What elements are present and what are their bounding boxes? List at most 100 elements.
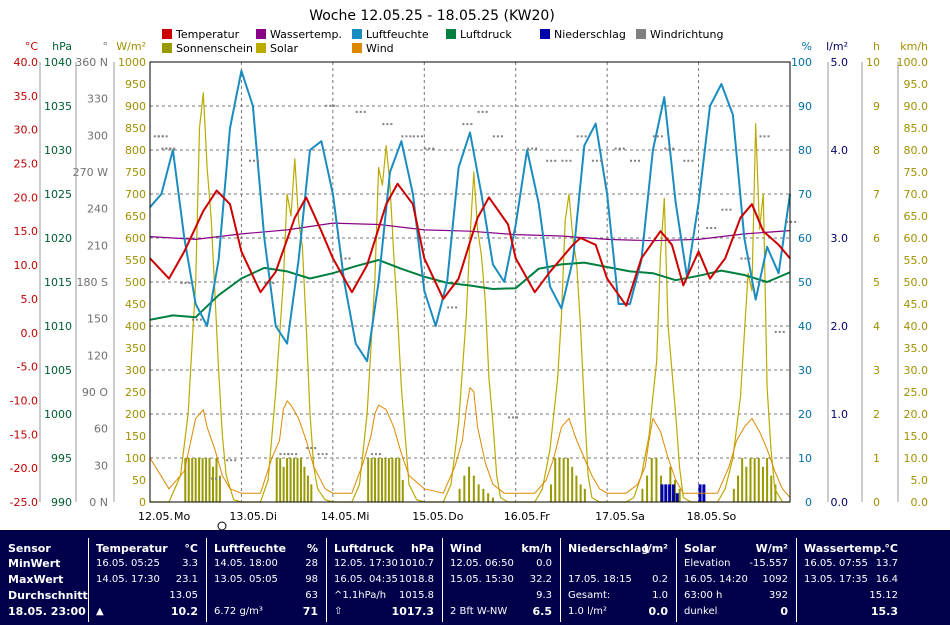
legend-swatch: [540, 29, 550, 39]
left-axis-3-tick: 50: [132, 474, 146, 487]
rain-bar: [660, 484, 664, 502]
left-axis-0-tick: 30.0: [14, 124, 39, 137]
table-unit: km/h: [521, 542, 552, 555]
wind-dir-dot: [161, 147, 164, 150]
left-axis-3-tick: 300: [125, 364, 146, 377]
left-axis-2-tick: 360 N: [75, 56, 108, 69]
table-unit: l/m²: [643, 542, 668, 555]
wind-dir-dot: [546, 159, 549, 162]
left-axis-2-tick: 30: [94, 459, 108, 472]
left-axis-3-tick: 700: [125, 188, 146, 201]
sunshine-bar: [741, 458, 744, 502]
table-cell-value: 63: [305, 590, 318, 601]
left-axis-0-unit: °C: [25, 40, 39, 53]
right-axis-1-tick: 4.0: [831, 144, 849, 157]
wind-dir-dot: [157, 135, 160, 138]
left-axis-3-tick: 350: [125, 342, 146, 355]
sunshine-bar: [732, 488, 735, 502]
right-axis-0-tick: 90: [798, 100, 812, 113]
sunshine-bar: [583, 488, 586, 502]
right-axis-0-tick: 100: [791, 56, 812, 69]
table-cell-value: 392: [768, 590, 788, 601]
right-axis-2-tick: 4: [873, 320, 880, 333]
wind-dir-dot: [550, 159, 553, 162]
table-cell-value: 1018.8: [399, 574, 434, 585]
table-cell-label: Elevation: [684, 558, 731, 569]
x-label-day: So: [723, 510, 737, 523]
left-axis-3-tick: 600: [125, 232, 146, 245]
right-axis-0-tick: 40: [798, 320, 812, 333]
right-axis-2-tick: 0: [873, 496, 880, 509]
wind-dir-dot: [268, 282, 271, 284]
wind-dir-dot: [656, 135, 659, 138]
left-axis-1-tick: 1000: [44, 408, 72, 421]
wind-dir-dot: [291, 453, 294, 456]
sunshine-bar: [194, 458, 197, 502]
wind-dir-dot: [340, 257, 343, 260]
wind-dir-dot: [374, 453, 377, 456]
table-cell-value: 15.12: [869, 590, 898, 601]
sunshine-bar: [650, 458, 653, 502]
wind-dir-dot: [763, 135, 766, 138]
table-unit: °C: [884, 542, 898, 555]
left-axis-2-tick: 240: [87, 203, 108, 216]
x-label-day: Fr: [540, 510, 551, 523]
right-axis-3-tick: 65.0: [904, 210, 929, 223]
wind-dir-dot: [496, 135, 499, 138]
left-axis-0-tick: -15.0: [10, 428, 38, 441]
left-axis-0-tick: 0.0: [21, 327, 39, 340]
wind-dir-dot: [249, 159, 252, 162]
wind-dir-dot: [188, 282, 191, 284]
sunshine-bar: [770, 475, 773, 502]
left-axis-3-tick: 0: [139, 496, 146, 509]
sunshine-bar: [201, 458, 204, 502]
left-axis-0-tick: -10.0: [10, 394, 38, 407]
table-cell-label: 1.0 l/m²: [568, 606, 607, 617]
left-axis-2-tick: 90 O: [82, 386, 108, 399]
legend-swatch: [162, 43, 172, 53]
rain-bar: [664, 484, 668, 502]
left-axis-2-tick: 210: [87, 239, 108, 252]
right-axis-1-tick: 5.0: [831, 56, 849, 69]
wind-dir-dot: [782, 330, 785, 333]
wind-dir-dot: [161, 135, 164, 138]
rain-bar: [675, 493, 679, 502]
wind-dir-dot: [767, 135, 770, 138]
wind-dir-dot: [310, 447, 313, 449]
left-axis-2-tick: 180 S: [77, 276, 108, 289]
wind-dir-dot: [492, 135, 495, 138]
sunshine-bar: [562, 458, 565, 502]
table-cell-value: 0.2: [652, 574, 668, 585]
right-axis-3-tick: 85.0: [904, 122, 929, 135]
x-label-date: 16.05.: [504, 510, 539, 523]
right-axis-1-unit: l/m²: [826, 40, 848, 53]
right-axis-0-tick: 30: [798, 364, 812, 377]
bar-series: [184, 458, 777, 502]
sunshine-bar: [487, 493, 490, 502]
wind-dir-dot: [306, 447, 309, 449]
left-axis-2-tick: 0 N: [89, 496, 108, 509]
table-cell-label: 15.05. 15:30: [450, 574, 514, 585]
table-cell-label: ⇧: [334, 606, 343, 617]
sunshine-bar: [370, 458, 373, 502]
right-axis-2-tick: 8: [873, 144, 880, 157]
sunshine-bar: [774, 484, 777, 502]
table-cell-value: 1017.3: [391, 605, 434, 618]
right-axis-2-tick: 9: [873, 100, 880, 113]
table-cell-label: 16.05. 04:35: [334, 574, 398, 585]
sunshine-bar: [491, 497, 494, 502]
sunshine-bar: [753, 458, 756, 502]
sunshine-bar: [749, 458, 752, 502]
wind-dir-dot: [477, 110, 480, 113]
table-cell-value: 1092: [762, 574, 788, 585]
wind-dir-dot: [778, 330, 781, 333]
line-solar: [150, 92, 790, 503]
right-axis-3-tick: 80.0: [904, 144, 929, 157]
right-axis-1-tick: 3.0: [831, 232, 849, 245]
right-axis-3-tick: 45.0: [904, 298, 929, 311]
left-axis-1-tick: 990: [51, 496, 72, 509]
legend-label: Windrichtung: [650, 28, 723, 41]
right-axis-0-tick: 50: [798, 276, 812, 289]
wind-dir-dot: [714, 227, 717, 229]
plot-frame: [149, 61, 791, 503]
